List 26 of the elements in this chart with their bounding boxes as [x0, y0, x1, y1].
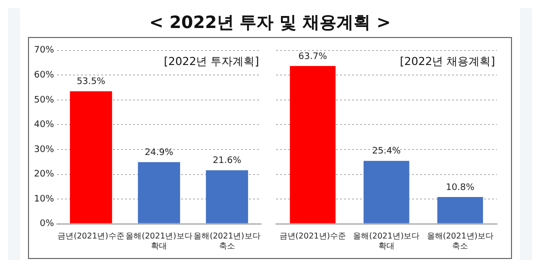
x-tick-label: 올해(2021년)보다 확대: [126, 232, 192, 250]
y-tick-label: 0%: [40, 219, 54, 230]
chart-subtitle: [2022년 채용계획]: [400, 54, 495, 68]
y-tick-label: 40%: [34, 120, 54, 130]
data-label: 10.8%: [446, 182, 475, 193]
y-tick-label: 60%: [34, 70, 54, 81]
x-tick-label: 금년(2021년)수준: [58, 232, 124, 241]
bar: [206, 170, 248, 224]
x-tick-label: 올해(2021년)보다 확대: [353, 232, 420, 250]
chart-title: < 2022년 투자 및 채용계획 >: [148, 12, 392, 35]
data-label: 25.4%: [372, 146, 402, 157]
chart-subtitle: [2022년 투자계획]: [164, 54, 259, 68]
y-tick-label: 70%: [34, 46, 54, 56]
y-tick-label: 50%: [34, 95, 54, 106]
y-tick-label: 20%: [34, 170, 54, 180]
data-label: 24.9%: [144, 148, 174, 158]
x-tick-label: 올해(2021년)보다 축소: [426, 232, 494, 250]
data-label: 21.6%: [212, 156, 242, 166]
data-label: 63.7%: [298, 52, 328, 62]
bar: [70, 91, 112, 224]
x-tick-label: 금년(2021년)수준: [279, 232, 346, 241]
y-tick-label: 10%: [34, 194, 54, 204]
data-label: 53.5%: [76, 77, 106, 88]
x-tick-label: 올해(2021년)보다 축소: [194, 232, 260, 250]
bar: [138, 162, 180, 224]
y-tick-label: 30%: [34, 144, 54, 155]
